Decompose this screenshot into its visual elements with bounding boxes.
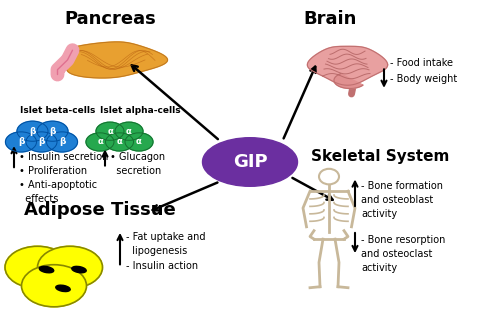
Circle shape [86,133,114,151]
Text: α: α [126,127,132,136]
Circle shape [22,265,86,307]
Circle shape [96,122,124,140]
Text: • Glucagon
  secretion: • Glucagon secretion [110,152,165,176]
Text: - Bone formation
and osteoblast
activity: - Bone formation and osteoblast activity [361,181,443,219]
Circle shape [5,246,70,288]
Ellipse shape [202,138,298,186]
Ellipse shape [56,285,70,292]
Text: - Bone resorption
and osteoclast
activity: - Bone resorption and osteoclast activit… [361,235,446,273]
Text: Adipose Tissue: Adipose Tissue [24,201,176,219]
Ellipse shape [40,266,54,273]
Text: β: β [59,137,65,146]
Circle shape [17,121,48,141]
Circle shape [125,133,153,151]
Text: • Insulin secretion
• Proliferation
• Anti-apoptotic
  effects: • Insulin secretion • Proliferation • An… [19,152,108,204]
Polygon shape [66,42,168,78]
Text: α: α [107,127,113,136]
Text: β: β [38,137,44,146]
Circle shape [37,121,68,141]
Circle shape [106,133,134,151]
Text: Skeletal System: Skeletal System [311,149,449,164]
Text: Islet beta-cells: Islet beta-cells [20,106,96,115]
Text: GIP: GIP [232,153,268,171]
Text: β: β [50,127,56,136]
Text: - Food intake
- Body weight: - Food intake - Body weight [390,58,457,84]
Circle shape [46,132,78,152]
Text: β: β [30,127,36,136]
Text: Brain: Brain [304,10,356,28]
Text: α: α [116,137,122,146]
Text: Islet alpha-cells: Islet alpha-cells [100,106,180,115]
Text: α: α [136,137,142,146]
Text: Pancreas: Pancreas [64,10,156,28]
Text: α: α [97,137,103,146]
Circle shape [115,122,143,140]
Circle shape [6,132,36,152]
Polygon shape [334,74,363,88]
Ellipse shape [72,266,86,273]
Circle shape [26,132,57,152]
Polygon shape [308,46,388,85]
Circle shape [38,246,102,288]
Text: β: β [18,137,24,146]
Text: - Fat uptake and
  lipogenesis
- Insulin action: - Fat uptake and lipogenesis - Insulin a… [126,232,206,271]
